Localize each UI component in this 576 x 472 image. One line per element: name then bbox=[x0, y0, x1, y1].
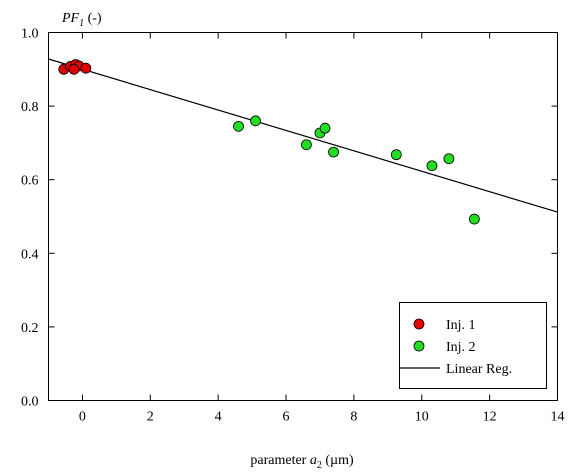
data-point-inj-2 bbox=[250, 115, 261, 127]
legend-label-linear-reg: Linear Reg. bbox=[446, 362, 512, 377]
axis-tick-labels: 0 2 4 6 8 10 12 14 0.0 0.2 0.4 0.6 0.8 1.0 bbox=[21, 27, 565, 425]
x-tick-label: 4 bbox=[215, 410, 222, 425]
data-point-inj-2 bbox=[300, 139, 312, 151]
x-tick-label: 14 bbox=[551, 410, 565, 425]
legend-marker-inj-2 bbox=[413, 340, 425, 352]
x-axis-title: parameter a2 (µm) bbox=[250, 453, 354, 471]
x-tick-label: 6 bbox=[283, 410, 290, 425]
y-tick-label: 0.6 bbox=[21, 174, 39, 189]
y-tick-label: 1.0 bbox=[21, 27, 39, 42]
data-point-inj-2 bbox=[426, 160, 438, 172]
data-points bbox=[58, 59, 480, 225]
data-point-inj-1 bbox=[80, 62, 92, 74]
legend-label-inj-2: Inj. 2 bbox=[446, 340, 476, 355]
x-tick-label: 8 bbox=[350, 410, 357, 425]
linear-regression-line bbox=[48, 58, 558, 213]
data-point-inj-2 bbox=[319, 122, 331, 134]
y-tick-label: 0.2 bbox=[21, 321, 39, 336]
x-tick-label: 2 bbox=[147, 410, 154, 425]
plot-frame bbox=[48, 32, 558, 401]
data-point-inj-2 bbox=[443, 153, 455, 165]
data-point-inj-2 bbox=[328, 146, 339, 158]
x-tick-label: 0 bbox=[79, 410, 86, 425]
x-tick-label: 12 bbox=[483, 410, 497, 425]
legend: Inj. 1 Inj. 2 Linear Reg. bbox=[399, 302, 547, 389]
y-tick-label: 0.0 bbox=[21, 395, 39, 410]
y-axis-title: PF1 (-) bbox=[61, 11, 102, 29]
y-tick-label: 0.4 bbox=[21, 247, 39, 262]
x-tick-label: 10 bbox=[415, 410, 429, 425]
data-point-inj-2 bbox=[233, 120, 244, 132]
data-point-inj-2 bbox=[390, 149, 402, 161]
data-point-inj-1 bbox=[68, 63, 80, 75]
y-tick-label: 0.8 bbox=[21, 100, 39, 115]
legend-marker-inj-1 bbox=[413, 318, 425, 330]
legend-label-inj-1: Inj. 1 bbox=[446, 318, 476, 333]
data-point-inj-2 bbox=[468, 213, 480, 225]
axis-ticks bbox=[48, 32, 558, 401]
